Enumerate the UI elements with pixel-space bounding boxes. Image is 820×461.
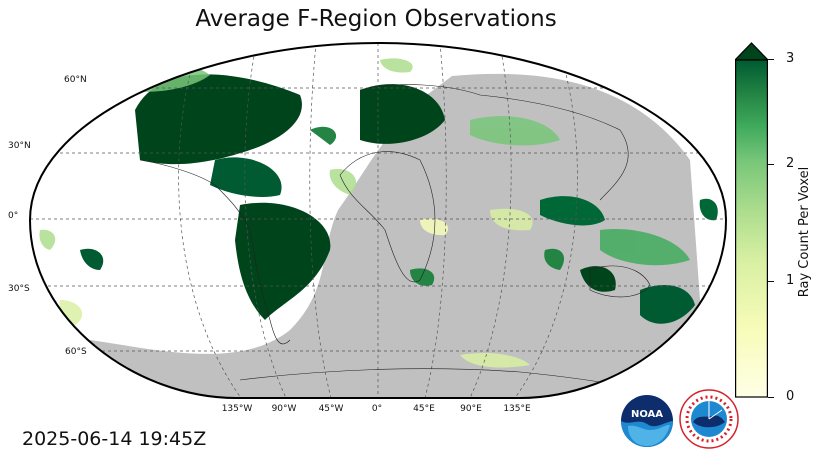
map-title: Average F-Region Observations xyxy=(195,6,557,32)
colorbar-extend-arrow xyxy=(735,42,768,61)
colorbar-tick-1 xyxy=(768,281,774,282)
colorbar-title: Ray Count Per Voxel xyxy=(797,166,812,298)
observation-field xyxy=(80,74,718,324)
colorbar-tick-3 xyxy=(768,59,774,60)
lat-label-30n: 30°N xyxy=(8,141,31,151)
lon-label-0: 0° xyxy=(371,404,383,414)
lat-label-60s: 60°S xyxy=(65,347,87,357)
night-shading xyxy=(90,73,700,398)
timestamp: 2025-06-14 19:45Z xyxy=(22,428,207,450)
colorbar-tick-2 xyxy=(768,164,774,165)
colorbar-label-3: 3 xyxy=(786,51,795,66)
lon-label-90e: 90°E xyxy=(460,404,482,414)
colorbar-label-0: 0 xyxy=(786,389,795,404)
coastlines xyxy=(139,84,651,391)
lon-label-45w: 45°W xyxy=(318,404,344,414)
lon-label-135w: 135°W xyxy=(221,404,253,414)
lon-label-135e: 135°E xyxy=(503,404,531,414)
nws-logo xyxy=(679,389,739,449)
noaa-logo: NOAA xyxy=(621,395,673,447)
colorbar-label-2: 2 xyxy=(786,156,795,171)
lon-label-45e: 45°E xyxy=(413,404,435,414)
map-frame xyxy=(28,41,728,399)
colorbar xyxy=(735,42,768,398)
colorbar-label-1: 1 xyxy=(786,273,795,288)
lat-label-60n: 60°N xyxy=(64,75,87,85)
lat-label-30s: 30°S xyxy=(8,284,30,294)
svg-text:NOAA: NOAA xyxy=(631,409,663,420)
colorbar-gradient xyxy=(735,59,768,398)
lat-label-0: 0° xyxy=(8,211,19,221)
colorbar-tick-0 xyxy=(768,397,774,398)
lon-label-90w: 90°W xyxy=(271,404,297,414)
